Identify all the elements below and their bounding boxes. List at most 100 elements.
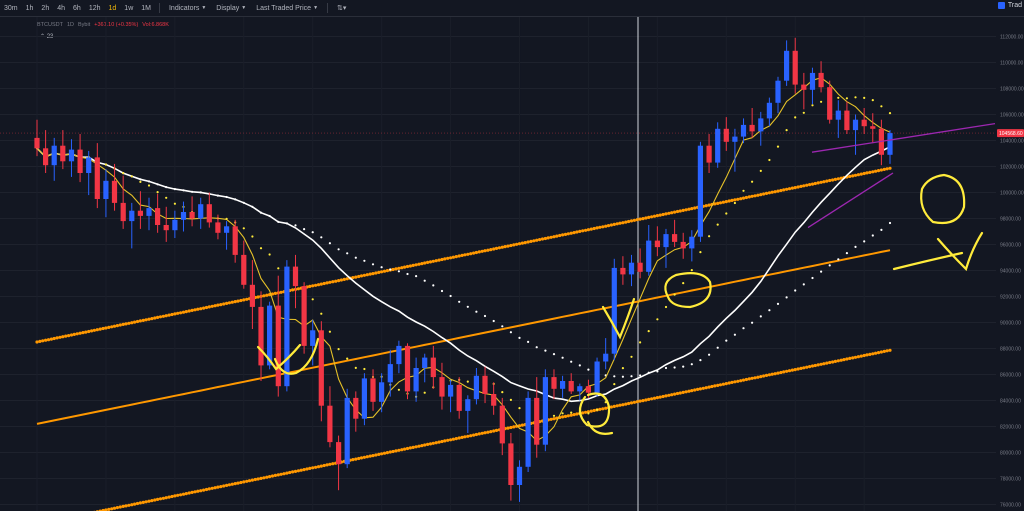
orange-lower-band-dot: [652, 396, 657, 400]
white-dotted-average-dot: [225, 195, 228, 199]
price-tick-label: 88000.00: [1000, 347, 1021, 353]
orange-lower-band-dot: [167, 495, 171, 499]
timeframe-12h[interactable]: 12h: [88, 4, 101, 12]
timeframe-1d[interactable]: 1d: [108, 4, 117, 12]
orange-lower-band-dot: [710, 384, 714, 389]
orange-lower-band-dot: [779, 370, 783, 375]
timeframe-4h[interactable]: 4h: [57, 4, 66, 12]
candle: [404, 343, 411, 400]
orange-lower-band-dot: [371, 454, 375, 458]
orange-lower-band-dot: [831, 360, 835, 364]
orange-lower-band-dot: [785, 369, 789, 373]
orange-upper-band-dot: [782, 188, 786, 192]
yellow-dotted-average-dot: [656, 318, 659, 321]
orange-lower-band-dot: [874, 351, 878, 355]
orange-lower-band-dot: [305, 467, 309, 471]
orange-upper-band-dot: [638, 217, 642, 221]
orange-upper-band-dot: [98, 327, 102, 331]
orange-upper-band-dot: [790, 186, 795, 190]
timeframe-1M[interactable]: 1M: [141, 4, 151, 12]
yellow-dotted-average-dot: [863, 96, 866, 99]
candle-body: [637, 262, 643, 272]
orange-upper-band-dot: [193, 308, 197, 312]
last-price-label: 104568.60: [999, 131, 1023, 137]
orange-upper-band-dot: [632, 218, 637, 222]
orange-lower-band-dot: [598, 407, 602, 411]
orange-upper-band-dot: [460, 253, 464, 257]
white-dotted-average-dot: [363, 259, 366, 262]
candle: [758, 111, 764, 146]
orange-upper-band-dot: [368, 272, 372, 276]
compare-button[interactable]: ⇅▾: [332, 4, 351, 12]
orange-upper-band-dot: [331, 280, 335, 284]
candle-body: [189, 212, 195, 219]
candle: [551, 369, 557, 400]
white-dotted-average-dot: [845, 252, 849, 255]
orange-lower-band-dot: [853, 355, 858, 359]
indicators-label: Indicators: [168, 4, 200, 12]
candle-body: [34, 137, 40, 149]
orange-upper-band-dot: [644, 216, 648, 220]
orange-upper-band-dot: [328, 280, 332, 284]
orange-upper-band-dot: [598, 225, 602, 229]
orange-lower-band-dot: [825, 361, 829, 365]
orange-lower-band-dot: [632, 400, 637, 404]
yellow-dotted-average-dot: [561, 412, 564, 415]
timeframe-2h[interactable]: 2h: [41, 4, 50, 12]
candle: [336, 435, 342, 491]
yellow-dotted-average-dot: [759, 169, 762, 172]
candle-body: [206, 204, 212, 223]
orange-upper-band-dot: [785, 187, 789, 191]
white-dotted-average-dot: [234, 198, 237, 201]
price-chart[interactable]: 112000.00 110000.00 108000.00 106000.00 1040…: [0, 17, 1024, 511]
orange-upper-band-dot: [463, 253, 467, 257]
orange-upper-band-dot: [859, 172, 863, 176]
orange-upper-band-dot: [480, 249, 484, 253]
white-dotted-average-dot: [794, 289, 797, 292]
orange-lower-band-dot: [293, 469, 298, 473]
orange-upper-band-dot: [104, 326, 108, 330]
price-type-button[interactable]: Last Traded Price ▼: [251, 5, 323, 12]
yellow-dotted-average-dot: [845, 97, 849, 100]
orange-lower-band-dot: [879, 350, 884, 354]
white-dotted-average-dot: [458, 300, 461, 303]
candle-body: [275, 305, 281, 387]
yellow-dotted-average-dot: [552, 414, 556, 417]
candle-body: [697, 145, 703, 237]
orange-lower-band-dot: [604, 406, 608, 410]
orange-upper-band-dot: [334, 279, 338, 283]
white-dotted-average-dot: [785, 296, 788, 299]
timeframe-1h[interactable]: 1h: [25, 4, 34, 12]
candle-body: [516, 466, 523, 485]
orange-lower-band-dot: [259, 476, 263, 480]
candle-body: [413, 368, 419, 392]
indicators-button[interactable]: Indicators ▼: [164, 5, 211, 12]
orange-upper-band-dot: [661, 212, 665, 217]
trade-label: Trad: [1007, 2, 1022, 9]
candle-body: [749, 124, 755, 132]
candle-body: [172, 219, 178, 231]
trade-button[interactable]: Trad: [997, 2, 1022, 9]
orange-upper-band-dot: [127, 321, 131, 325]
orange-upper-band-dot: [773, 190, 777, 194]
orange-upper-band-dot: [391, 267, 395, 272]
orange-upper-band-dot: [196, 307, 200, 311]
orange-lower-band-dot: [575, 412, 579, 416]
candle: [792, 37, 798, 94]
white-dotted-average-dot: [371, 263, 375, 266]
orange-lower-band-dot: [810, 364, 815, 368]
timeframe-6h[interactable]: 6h: [73, 4, 81, 12]
orange-lower-band-dot: [480, 431, 484, 435]
yellow-annotation: [664, 272, 712, 309]
display-button[interactable]: Display ▼: [211, 5, 251, 12]
candle: [180, 201, 187, 232]
price-tick-label: 108000.00: [1000, 87, 1024, 93]
orange-lower-band-dot: [141, 500, 145, 504]
orange-upper-band-dot: [236, 299, 240, 303]
candle-body: [448, 384, 454, 397]
timeframe-1w[interactable]: 1w: [124, 4, 134, 12]
candle: [103, 169, 109, 218]
timeframe-30m[interactable]: 30m: [4, 4, 18, 12]
orange-lower-band-dot: [385, 451, 389, 455]
orange-upper-band-dot: [506, 244, 510, 248]
